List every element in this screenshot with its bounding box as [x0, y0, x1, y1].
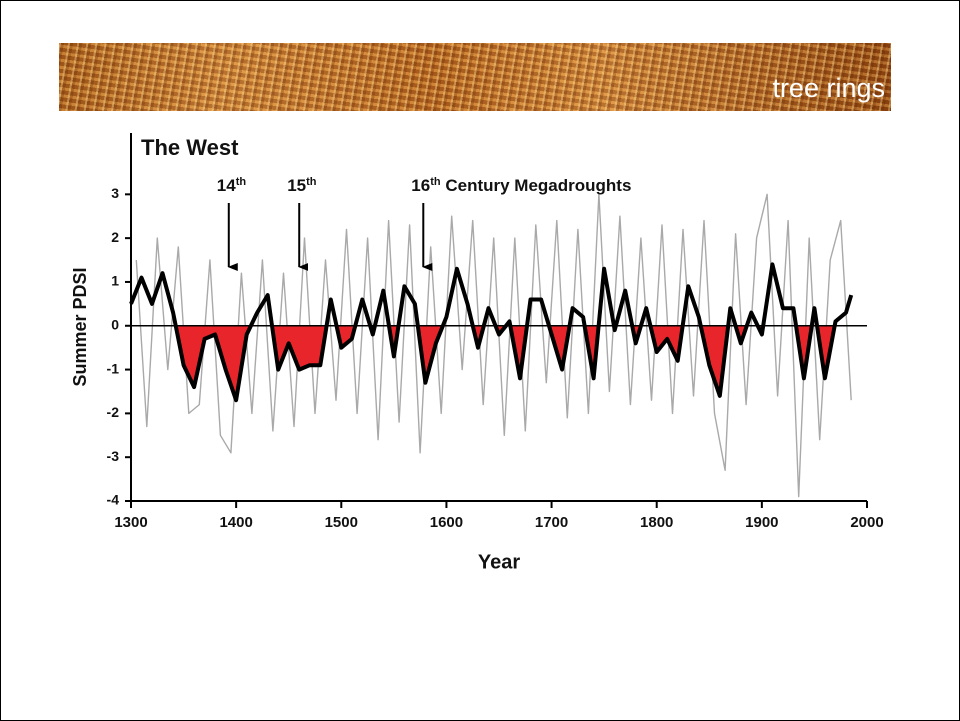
- annotation-superscript: th: [430, 176, 441, 188]
- x-tick-label: 1800: [640, 514, 673, 531]
- x-tick-label: 1700: [535, 514, 568, 531]
- x-tick-label: 1300: [114, 514, 147, 531]
- y-tick-label: -2: [107, 404, 120, 420]
- annotation: 16th Century Megadroughts: [411, 176, 631, 196]
- x-tick-label: 1400: [219, 514, 252, 531]
- x-tick-label: 1900: [745, 514, 778, 531]
- annotation-text: Century Megadroughts: [441, 176, 632, 195]
- y-tick-label: -1: [107, 360, 120, 376]
- annotation-superscript: th: [236, 176, 247, 188]
- y-tick-label: 3: [111, 185, 119, 201]
- annotation-number: 16: [411, 176, 430, 195]
- y-axis-label: Summer PDSI: [70, 267, 90, 386]
- banner-title: tree rings: [772, 73, 885, 103]
- annotation-number: 14: [217, 176, 236, 195]
- x-tick-label: 1600: [430, 514, 463, 531]
- annotation: 14th: [217, 176, 247, 196]
- chart-title: The West: [141, 135, 239, 160]
- annotation: 15th: [287, 176, 317, 196]
- x-tick-label: 2000: [850, 514, 883, 531]
- annotation-superscript: th: [306, 176, 317, 188]
- y-tick-label: -3: [107, 448, 120, 464]
- annotation-number: 15: [287, 176, 306, 195]
- banner: tree rings: [59, 43, 891, 111]
- x-tick-label: 1500: [325, 514, 358, 531]
- y-tick-label: 1: [111, 273, 119, 289]
- y-tick-label: 2: [111, 229, 119, 245]
- x-axis-label: Year: [478, 551, 520, 573]
- y-tick-label: -4: [107, 492, 120, 508]
- y-tick-label: 0: [111, 316, 119, 332]
